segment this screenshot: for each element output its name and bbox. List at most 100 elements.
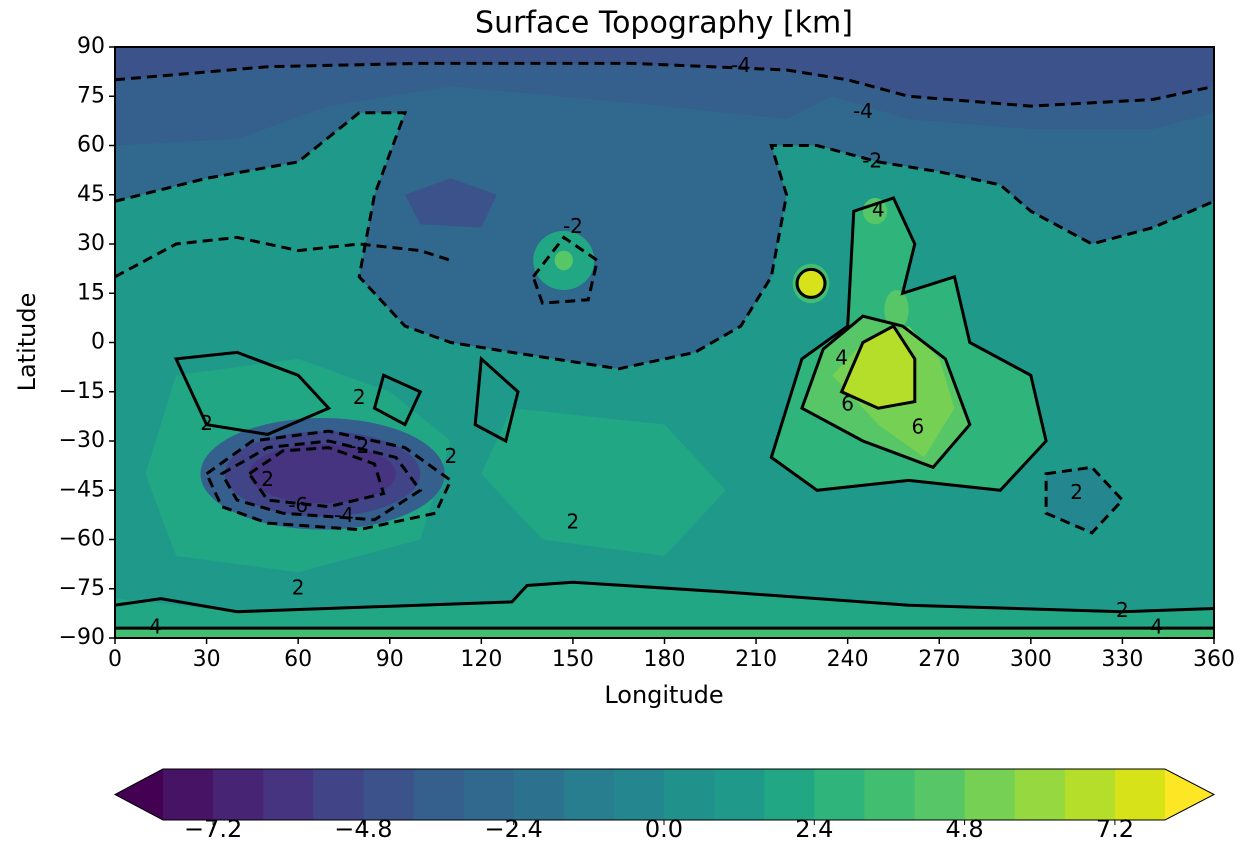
contour-line xyxy=(795,267,827,299)
contour-label: 2 xyxy=(261,467,274,491)
colorbar-tick-label: −4.8 xyxy=(334,815,392,841)
x-tick-label: 240 xyxy=(827,647,869,672)
contour-label: 2 xyxy=(567,510,580,534)
colorbar-segment xyxy=(563,769,615,820)
y-tick-label: 45 xyxy=(77,182,105,207)
colorbar-tick-label: −2.4 xyxy=(485,815,543,841)
colorbar-segment xyxy=(764,769,815,820)
contour-region xyxy=(841,326,915,409)
contour-label: 2 xyxy=(1070,480,1083,504)
colorbar-tick-label: −7.2 xyxy=(184,815,242,841)
contour-line xyxy=(219,439,423,522)
contour-line xyxy=(372,373,423,427)
x-tick-label: 210 xyxy=(735,647,777,672)
contour-line xyxy=(115,61,1214,108)
contour-line xyxy=(115,580,1214,614)
contour-line xyxy=(769,196,1048,492)
x-tick-label: 0 xyxy=(108,647,122,672)
contour-line xyxy=(115,111,1214,371)
contour-label: -4 xyxy=(142,615,162,639)
colorbar-segment xyxy=(613,769,665,820)
y-tick-label: −45 xyxy=(59,477,105,502)
y-tick-label: 0 xyxy=(91,330,105,355)
colorbar-segment xyxy=(664,769,715,820)
contour-line xyxy=(839,324,917,410)
contour-label: -4 xyxy=(1143,615,1163,639)
y-tick-label: 75 xyxy=(77,83,105,108)
colorbar-segment xyxy=(313,769,364,820)
contour-label: -4 xyxy=(853,99,873,123)
y-tick-label: −30 xyxy=(59,428,105,453)
contour-region xyxy=(115,628,1214,638)
contour-label: 6 xyxy=(912,414,925,438)
contour-region xyxy=(115,582,1214,638)
x-tick-label: 270 xyxy=(918,647,960,672)
contour-line xyxy=(800,314,972,470)
contour-line xyxy=(1044,465,1125,535)
contour-label: 4 xyxy=(835,345,848,369)
contour-label: -6 xyxy=(288,493,308,517)
colorbar-segment xyxy=(864,769,915,820)
contour-region xyxy=(115,47,1214,107)
map xyxy=(115,47,1214,638)
colorbar-segment xyxy=(413,769,465,820)
contour-label: 2 xyxy=(1116,598,1129,622)
y-tick-label: 30 xyxy=(77,231,105,256)
x-tick-label: 60 xyxy=(284,647,312,672)
colorbar-segment xyxy=(163,769,214,820)
y-tick-label: 90 xyxy=(77,34,105,59)
contour-region xyxy=(884,289,909,330)
x-tick-label: 90 xyxy=(376,647,404,672)
y-tick-label: −90 xyxy=(59,625,105,650)
contour-label: 2 xyxy=(353,385,366,409)
x-axis-label: Longitude xyxy=(604,681,723,709)
x-tick-label: 360 xyxy=(1193,647,1235,672)
contour-label: -4 xyxy=(334,503,354,527)
contour-region xyxy=(115,47,1214,369)
y-tick-label: −75 xyxy=(59,576,105,601)
contour-line xyxy=(115,235,452,279)
colorbar-segment xyxy=(914,769,966,820)
x-tick-label: 150 xyxy=(552,647,594,672)
colorbar-under xyxy=(115,769,163,820)
contour-region xyxy=(405,178,497,228)
contour-region xyxy=(554,250,573,271)
x-tick-label: 120 xyxy=(460,647,502,672)
contour-line xyxy=(247,446,386,509)
contour-label: -2 xyxy=(563,214,583,238)
colorbar-segment xyxy=(463,769,515,820)
contour-label: -4 xyxy=(731,53,751,77)
colorbar-segment xyxy=(1014,769,1066,820)
colorbar-segment xyxy=(213,769,264,820)
x-tick-label: 300 xyxy=(1010,647,1052,672)
contour-label: 2 xyxy=(292,575,305,599)
contour-line xyxy=(173,350,332,436)
y-tick-label: −15 xyxy=(59,379,105,404)
x-tick-label: 330 xyxy=(1101,647,1143,672)
contour-label: -2 xyxy=(862,148,882,172)
colorbar-segment xyxy=(814,769,865,820)
colorbar-over xyxy=(1165,769,1214,820)
colorbar-outline xyxy=(113,768,1216,821)
y-tick-label: 60 xyxy=(77,133,105,158)
contour-label: -2 xyxy=(349,434,369,458)
colorbar-tick-label: 0.0 xyxy=(645,815,683,841)
contour-label: 4 xyxy=(872,198,885,222)
contour-line xyxy=(473,355,520,444)
chart-title: Surface Topography [km] xyxy=(475,6,853,41)
colorbar-segment xyxy=(363,769,414,820)
x-tick-label: 30 xyxy=(193,647,221,672)
colorbar-segment xyxy=(1114,769,1166,820)
contour-label: 2 xyxy=(200,411,213,435)
contour-region xyxy=(1046,467,1123,533)
colorbar-segment xyxy=(1064,769,1116,820)
colorbar-tick-label: 4.8 xyxy=(946,815,984,841)
x-tick-label: 180 xyxy=(644,647,686,672)
contour-line xyxy=(204,429,453,532)
contour-label: 6 xyxy=(841,391,854,415)
y-tick-label: 15 xyxy=(77,280,105,305)
contour-label: 2 xyxy=(444,444,457,468)
colorbar-tick-label: 7.2 xyxy=(1096,815,1134,841)
colorbar-tick-label: 2.4 xyxy=(795,815,833,841)
